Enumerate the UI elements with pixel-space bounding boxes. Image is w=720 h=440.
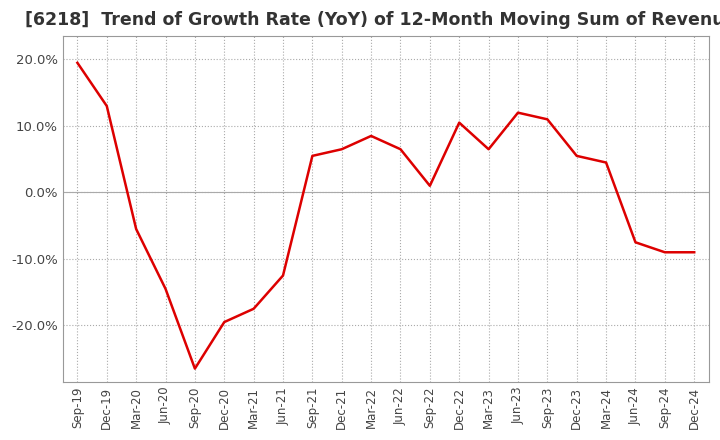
Title: [6218]  Trend of Growth Rate (YoY) of 12-Month Moving Sum of Revenues: [6218] Trend of Growth Rate (YoY) of 12-…	[25, 11, 720, 29]
